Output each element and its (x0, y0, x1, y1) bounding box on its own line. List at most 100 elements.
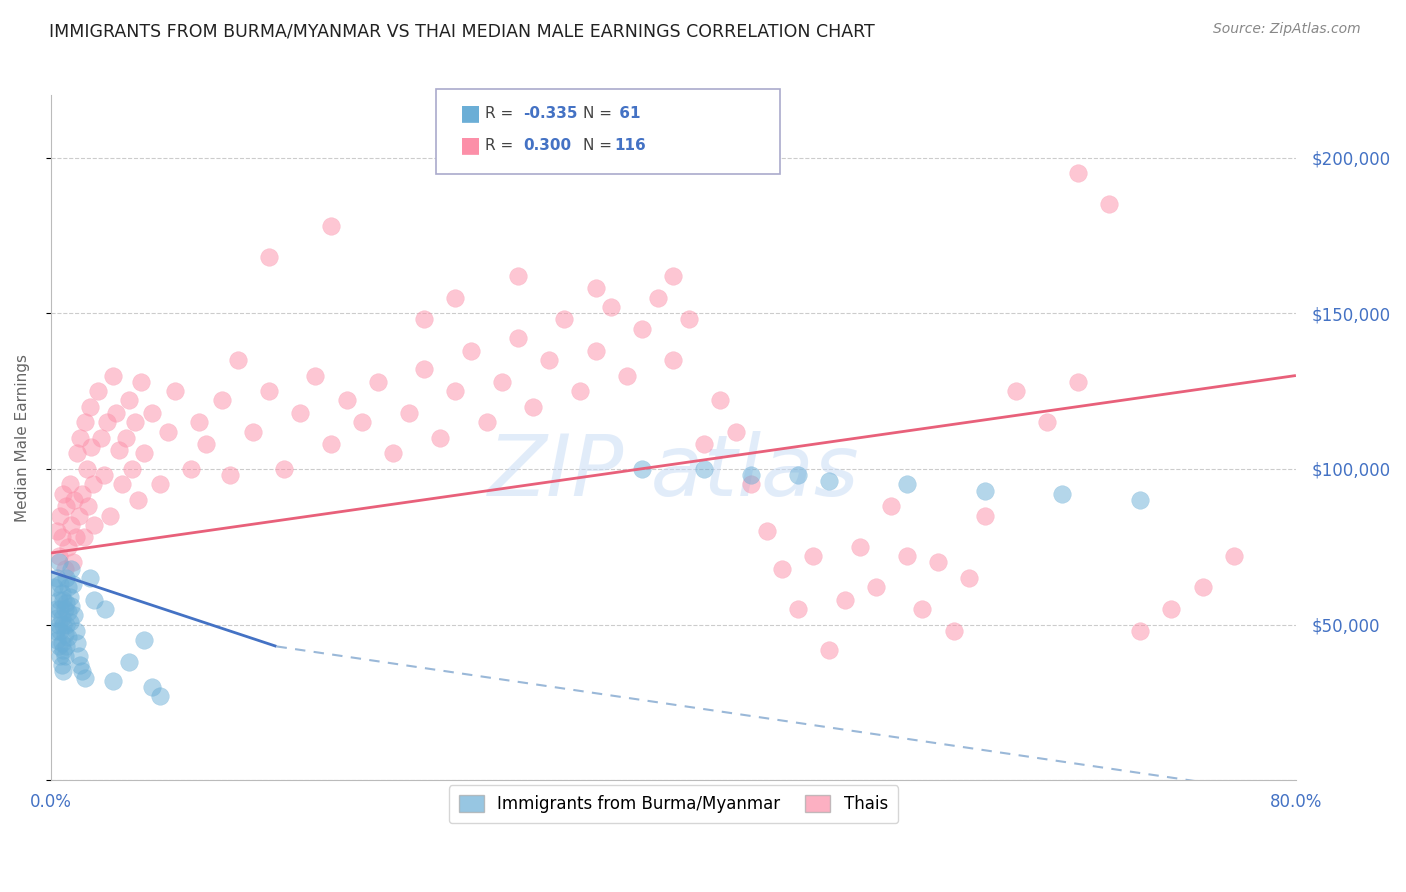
Point (600, 300, 623, 314)
Point (585, 343, 607, 358)
Text: ■: ■ (460, 136, 481, 155)
Point (506, 268, 529, 283)
Text: N =: N = (583, 138, 617, 153)
Point (108, 443, 131, 458)
Point (56, 540, 79, 554)
Point (211, 393, 233, 408)
Point (56, 630, 79, 644)
Point (187, 415, 209, 429)
Point (786, 602, 808, 616)
Text: 61: 61 (614, 106, 641, 120)
Point (67, 648, 90, 663)
Point (803, 549, 825, 563)
Point (56, 605, 79, 619)
Point (180, 462, 202, 476)
Point (141, 406, 163, 420)
Text: ■: ■ (460, 103, 481, 123)
Point (149, 477, 172, 491)
Point (101, 368, 124, 383)
Point (367, 375, 389, 389)
Point (46, 633, 69, 648)
Point (46, 571, 69, 585)
Point (58, 615, 80, 629)
Text: ZIP atlas: ZIP atlas (488, 431, 859, 514)
Point (111, 477, 134, 491)
Point (80, 440, 103, 454)
Point (105, 406, 128, 420)
Point (1129, 624, 1152, 638)
Point (49, 508, 72, 523)
Point (149, 690, 172, 704)
Point (98, 508, 121, 523)
Point (58, 590, 80, 604)
Point (69, 431, 91, 445)
Point (444, 291, 467, 305)
Text: IMMIGRANTS FROM BURMA/MYANMAR VS THAI MEDIAN MALE EARNINGS CORRELATION CHART: IMMIGRANTS FROM BURMA/MYANMAR VS THAI ME… (49, 22, 875, 40)
Point (55, 617, 77, 632)
Point (79, 571, 101, 585)
Point (76, 462, 98, 476)
Point (352, 415, 374, 429)
Point (1036, 415, 1059, 429)
Point (51, 636, 73, 650)
Point (693, 437, 716, 451)
Point (114, 431, 136, 445)
Point (86, 384, 108, 398)
Point (118, 655, 141, 669)
Point (475, 415, 498, 429)
Point (709, 393, 731, 408)
Point (818, 642, 841, 657)
Point (335, 393, 357, 408)
Point (288, 406, 311, 420)
Point (49, 624, 72, 638)
Point (53, 627, 76, 641)
Legend: Immigrants from Burma/Myanmar, Thais: Immigrants from Burma/Myanmar, Thais (449, 785, 898, 823)
Point (1098, 197, 1121, 211)
Point (53, 648, 76, 663)
Point (1222, 549, 1244, 563)
Point (1067, 166, 1090, 180)
Point (51, 530, 73, 544)
Point (48, 592, 70, 607)
Point (585, 281, 607, 295)
Point (79, 400, 101, 414)
Point (740, 468, 762, 483)
Point (52, 592, 75, 607)
Point (70, 665, 93, 679)
Point (1129, 493, 1152, 508)
Point (83, 518, 105, 533)
Point (537, 353, 560, 368)
Point (156, 425, 179, 439)
Y-axis label: Median Male Earnings: Median Male Earnings (15, 354, 30, 522)
Point (957, 571, 980, 585)
Text: N =: N = (583, 106, 617, 120)
Point (304, 368, 326, 383)
Point (662, 353, 685, 368)
Point (319, 437, 342, 451)
Point (1004, 384, 1026, 398)
Point (382, 446, 405, 460)
Text: R =: R = (485, 106, 519, 120)
Point (51, 611, 73, 625)
Point (242, 425, 264, 439)
Point (96, 415, 118, 429)
Point (865, 580, 887, 594)
Text: -0.335: -0.335 (523, 106, 578, 120)
Point (52, 642, 75, 657)
Point (44, 602, 66, 616)
Text: R =: R = (485, 138, 523, 153)
Point (973, 483, 995, 498)
Point (51, 658, 73, 673)
Point (72, 530, 94, 544)
Point (49, 602, 72, 616)
Point (834, 592, 856, 607)
Point (42, 580, 65, 594)
Point (506, 331, 529, 345)
Point (60, 561, 83, 575)
Point (927, 555, 949, 569)
Point (48, 549, 70, 563)
Point (55, 596, 77, 610)
Point (770, 561, 793, 575)
Point (444, 384, 467, 398)
Point (77, 500, 100, 514)
